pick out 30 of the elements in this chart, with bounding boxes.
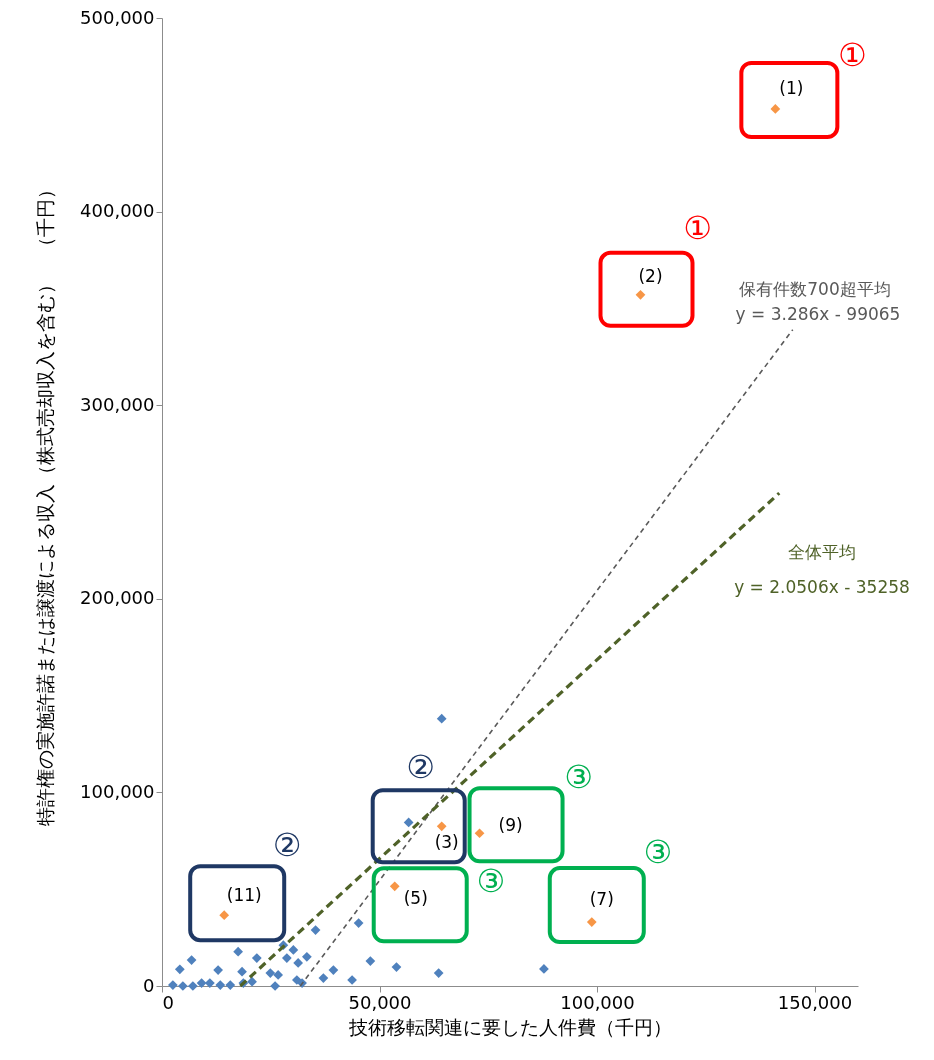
annotation: ① bbox=[683, 208, 712, 247]
annotation: (1) bbox=[779, 77, 804, 98]
y-tick-label: 400,000 bbox=[80, 200, 155, 222]
annotation: (7) bbox=[589, 889, 614, 910]
y-tick-label: 500,000 bbox=[80, 6, 155, 28]
annotation: ② bbox=[406, 748, 436, 787]
annotation: y = 2.0506x - 35258 bbox=[734, 577, 910, 597]
x-tick-label: 50,000 bbox=[348, 991, 412, 1013]
annotation: ③ bbox=[564, 758, 593, 797]
annotation: ① bbox=[838, 35, 867, 74]
x-tick-label: 0 bbox=[162, 991, 174, 1013]
text: 全体平均 bbox=[788, 542, 856, 562]
annotation: ③ bbox=[643, 833, 673, 872]
annotation: ② bbox=[272, 826, 302, 865]
annotation: (11) bbox=[226, 885, 262, 906]
y-tick-label: 100,000 bbox=[80, 780, 155, 802]
annotation: (2) bbox=[638, 265, 663, 286]
annotation: ③ bbox=[476, 862, 506, 901]
annotation: (9) bbox=[498, 815, 523, 836]
text: 保有件数700超平均 bbox=[739, 279, 891, 299]
y-tick-label: 300,000 bbox=[80, 393, 155, 415]
annotation: (3) bbox=[434, 832, 459, 853]
y-tick-label: 200,000 bbox=[80, 587, 155, 609]
x-axis-title: 技術移転関連に要した人件費（千円） bbox=[348, 1015, 672, 1038]
x-tick-label: 150,000 bbox=[777, 991, 853, 1013]
x-tick-label: 100,000 bbox=[560, 991, 635, 1013]
annotation: (5) bbox=[403, 888, 428, 909]
annotation: y = 3.286x - 99065 bbox=[735, 304, 901, 324]
y-axis-title: 特許権の実施許諾または譲渡による収入（株式売却収入を含む） （千円） bbox=[34, 179, 57, 826]
y-tick-label: 0 bbox=[143, 974, 155, 996]
